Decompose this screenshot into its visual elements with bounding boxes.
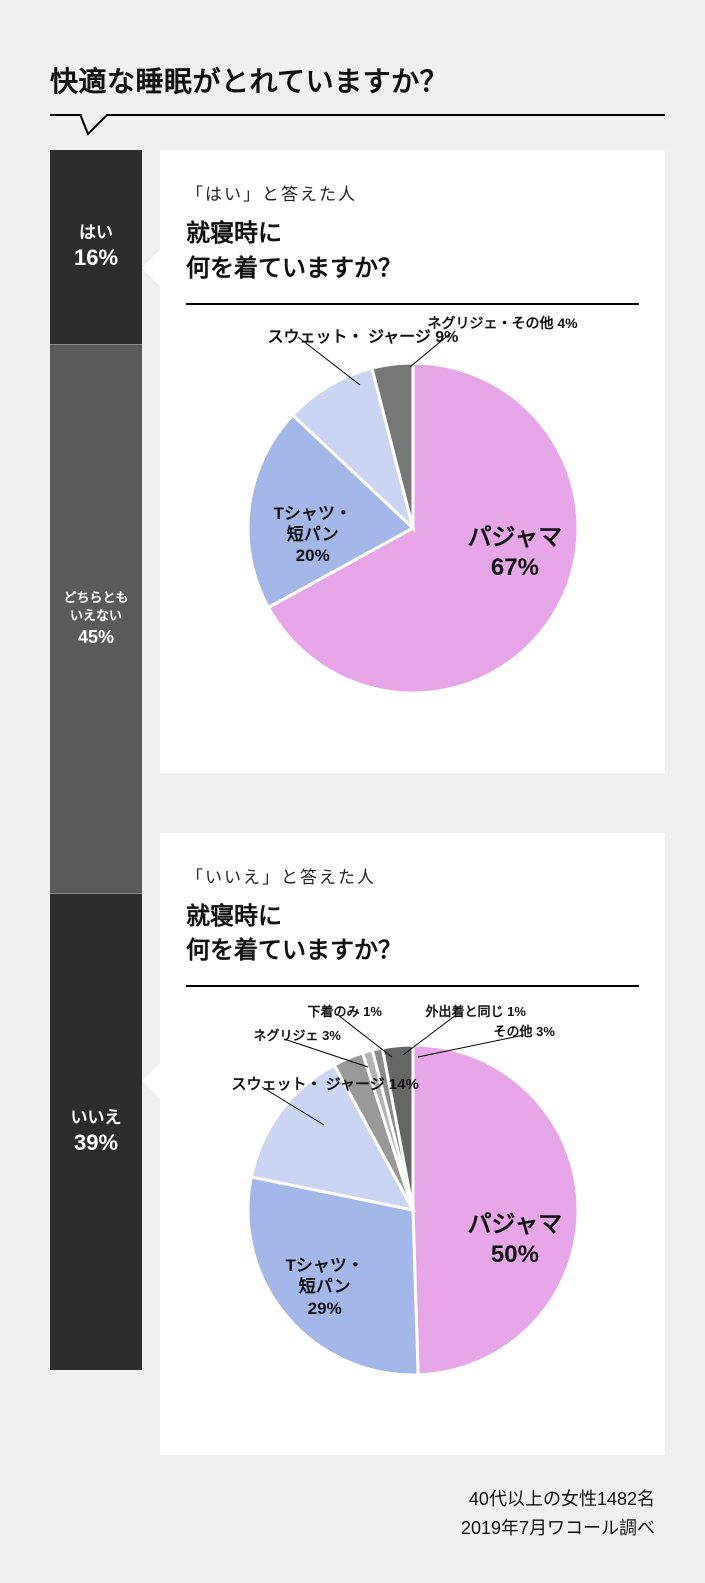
pie-no: パジャマ50%Tシャツ・短パン29%スウェット・ ジャージ 14%ネグリジェ 3… bbox=[186, 1015, 639, 1415]
panels: 「はい」と答えた人 就寝時に何を着ていますか？ パジャマ67%Tシャツ・短パン2… bbox=[160, 150, 665, 1455]
panel-no-underline bbox=[186, 985, 639, 987]
panel-no-subtitle: 「いいえ」と答えた人 bbox=[186, 863, 639, 888]
stack-segment: はい16% bbox=[50, 150, 142, 345]
panel-yes: 「はい」と答えた人 就寝時に何を着ていますか？ パジャマ67%Tシャツ・短パン2… bbox=[160, 150, 665, 773]
credits-line1: 40代以上の女性1482名 bbox=[50, 1485, 655, 1514]
pie-yes: パジャマ67%Tシャツ・短パン20%スウェット・ ジャージ 9%ネグリジェ・その… bbox=[186, 333, 639, 733]
stacked-bar: はい16%どちらともいえない45%いいえ39% bbox=[50, 150, 142, 1370]
stack-segment: どちらともいえない45% bbox=[50, 345, 142, 894]
panel-yes-underline bbox=[186, 303, 639, 305]
page-title: 快適な睡眠がとれていますか？ bbox=[50, 60, 665, 100]
infographic: 快適な睡眠がとれていますか？ はい16%どちらともいえない45%いいえ39% 「… bbox=[0, 0, 705, 1583]
panel-yes-question: 就寝時に何を着ていますか？ bbox=[186, 217, 639, 287]
panel-no-question: 就寝時に何を着ていますか？ bbox=[186, 900, 639, 970]
panel-no: 「いいえ」と答えた人 就寝時に何を着ていますか？ パジャマ50%Tシャツ・短パン… bbox=[160, 833, 665, 1456]
pointer-icon bbox=[142, 250, 160, 286]
pie-label: その他 3% bbox=[494, 1021, 555, 1040]
credits-line2: 2019年7月ワコール調べ bbox=[50, 1514, 655, 1543]
pointer-icon bbox=[142, 1063, 160, 1099]
content-row: はい16%どちらともいえない45%いいえ39% 「はい」と答えた人 就寝時に何を… bbox=[50, 150, 665, 1455]
pie-label: ネグリジェ・その他 4% bbox=[428, 313, 578, 333]
panel-yes-subtitle: 「はい」と答えた人 bbox=[186, 180, 639, 205]
stack-segment: いいえ39% bbox=[50, 894, 142, 1370]
speech-tail-icon bbox=[80, 114, 108, 136]
title-underline bbox=[50, 114, 665, 136]
credits: 40代以上の女性1482名 2019年7月ワコール調べ bbox=[50, 1485, 665, 1543]
